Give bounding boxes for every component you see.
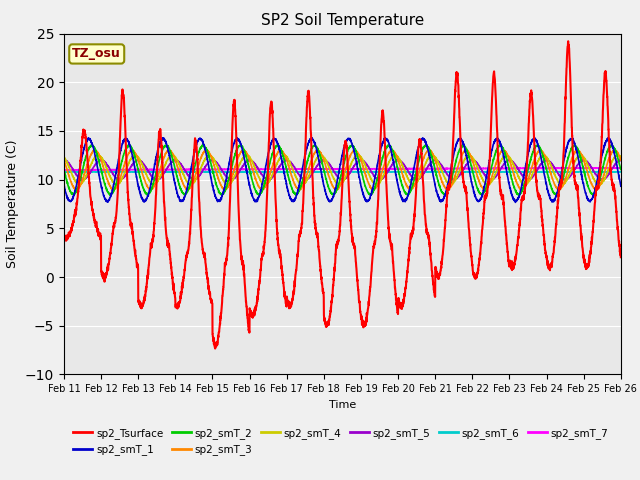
sp2_smT_7 bbox=[397, 166, 404, 172]
sp2_smT_7 bbox=[617, 165, 625, 171]
sp2_Tsurface bbox=[216, 323, 223, 329]
sp2_smT_4 bbox=[180, 172, 188, 178]
sp2_smT_1 bbox=[216, 198, 223, 204]
sp2_Tsurface bbox=[617, 254, 625, 260]
X-axis label: Time: Time bbox=[329, 400, 356, 409]
sp2_smT_6 bbox=[617, 169, 625, 175]
sp2_Tsurface bbox=[564, 38, 572, 44]
sp2_smT_7 bbox=[180, 167, 188, 172]
sp2_smT_5 bbox=[79, 178, 86, 183]
sp2_smT_7 bbox=[60, 167, 68, 173]
sp2_smT_3 bbox=[387, 147, 395, 153]
sp2_smT_1 bbox=[406, 182, 414, 188]
sp2_smT_7 bbox=[61, 167, 69, 173]
sp2_smT_7 bbox=[216, 167, 223, 172]
sp2_smT_7 bbox=[609, 165, 617, 170]
sp2_smT_5 bbox=[216, 164, 223, 169]
Line: sp2_smT_7: sp2_smT_7 bbox=[64, 168, 621, 170]
sp2_smT_3 bbox=[179, 181, 187, 187]
sp2_Tsurface bbox=[179, 278, 187, 284]
sp2_smT_2 bbox=[60, 167, 68, 173]
Title: SP2 Soil Temperature: SP2 Soil Temperature bbox=[260, 13, 424, 28]
sp2_smT_6 bbox=[180, 169, 188, 175]
sp2_smT_7 bbox=[617, 165, 625, 171]
sp2_Tsurface bbox=[211, 346, 219, 351]
sp2_smT_6 bbox=[397, 169, 404, 175]
sp2_smT_4 bbox=[397, 158, 404, 164]
sp2_smT_3 bbox=[397, 166, 404, 172]
sp2_smT_6 bbox=[617, 169, 625, 175]
Legend: sp2_Tsurface, sp2_smT_1, sp2_smT_2, sp2_smT_3, sp2_smT_4, sp2_smT_5, sp2_smT_6, : sp2_Tsurface, sp2_smT_1, sp2_smT_2, sp2_… bbox=[69, 424, 612, 459]
sp2_smT_1 bbox=[397, 193, 404, 199]
sp2_smT_2 bbox=[397, 179, 404, 184]
Y-axis label: Soil Temperature (C): Soil Temperature (C) bbox=[6, 140, 19, 268]
sp2_Tsurface bbox=[564, 39, 572, 45]
sp2_smT_5 bbox=[397, 158, 404, 164]
sp2_smT_6 bbox=[407, 169, 415, 175]
Line: sp2_smT_5: sp2_smT_5 bbox=[64, 160, 621, 180]
Line: sp2_smT_2: sp2_smT_2 bbox=[64, 144, 621, 195]
sp2_smT_4 bbox=[406, 180, 414, 186]
sp2_smT_6 bbox=[564, 169, 572, 175]
sp2_smT_5 bbox=[542, 157, 550, 163]
sp2_smT_5 bbox=[180, 165, 188, 171]
sp2_smT_4 bbox=[94, 152, 102, 157]
sp2_smT_6 bbox=[216, 169, 223, 175]
sp2_smT_4 bbox=[60, 155, 68, 160]
sp2_smT_7 bbox=[406, 166, 414, 172]
sp2_smT_2 bbox=[564, 154, 572, 160]
sp2_smT_4 bbox=[216, 169, 223, 175]
sp2_smT_5 bbox=[60, 157, 68, 163]
sp2_smT_5 bbox=[617, 157, 625, 163]
sp2_smT_6 bbox=[198, 169, 206, 175]
sp2_smT_4 bbox=[564, 174, 572, 180]
sp2_smT_3 bbox=[617, 157, 625, 163]
sp2_smT_6 bbox=[63, 168, 71, 174]
sp2_smT_3 bbox=[60, 157, 68, 163]
Line: sp2_smT_3: sp2_smT_3 bbox=[64, 150, 621, 190]
sp2_smT_2 bbox=[617, 167, 625, 172]
sp2_smT_2 bbox=[216, 190, 223, 195]
sp2_smT_2 bbox=[407, 188, 415, 193]
sp2_smT_2 bbox=[106, 192, 114, 198]
sp2_smT_5 bbox=[406, 172, 414, 178]
sp2_smT_3 bbox=[564, 168, 572, 173]
sp2_smT_4 bbox=[617, 154, 625, 160]
sp2_smT_1 bbox=[511, 200, 519, 205]
sp2_smT_4 bbox=[522, 182, 529, 188]
sp2_smT_7 bbox=[564, 165, 572, 171]
sp2_Tsurface bbox=[617, 252, 625, 258]
sp2_smT_3 bbox=[407, 187, 415, 192]
sp2_smT_1 bbox=[233, 135, 241, 141]
sp2_smT_5 bbox=[617, 157, 625, 163]
sp2_smT_2 bbox=[237, 142, 244, 147]
sp2_Tsurface bbox=[60, 234, 68, 240]
sp2_Tsurface bbox=[406, 234, 414, 240]
Line: sp2_smT_6: sp2_smT_6 bbox=[64, 171, 621, 172]
Text: TZ_osu: TZ_osu bbox=[72, 48, 121, 60]
sp2_smT_1 bbox=[60, 183, 68, 189]
sp2_smT_3 bbox=[369, 187, 377, 193]
sp2_smT_1 bbox=[617, 183, 625, 189]
sp2_smT_6 bbox=[60, 169, 68, 175]
Line: sp2_smT_1: sp2_smT_1 bbox=[64, 138, 621, 203]
sp2_smT_1 bbox=[179, 197, 187, 203]
sp2_smT_5 bbox=[564, 176, 572, 181]
Line: sp2_Tsurface: sp2_Tsurface bbox=[64, 41, 621, 348]
sp2_smT_3 bbox=[216, 179, 223, 185]
sp2_smT_4 bbox=[617, 155, 625, 160]
sp2_smT_3 bbox=[617, 157, 625, 163]
sp2_smT_1 bbox=[617, 181, 625, 187]
sp2_smT_1 bbox=[564, 140, 572, 145]
sp2_smT_2 bbox=[180, 191, 188, 197]
sp2_Tsurface bbox=[397, 303, 404, 309]
Line: sp2_smT_4: sp2_smT_4 bbox=[64, 155, 621, 185]
sp2_smT_2 bbox=[617, 167, 625, 172]
